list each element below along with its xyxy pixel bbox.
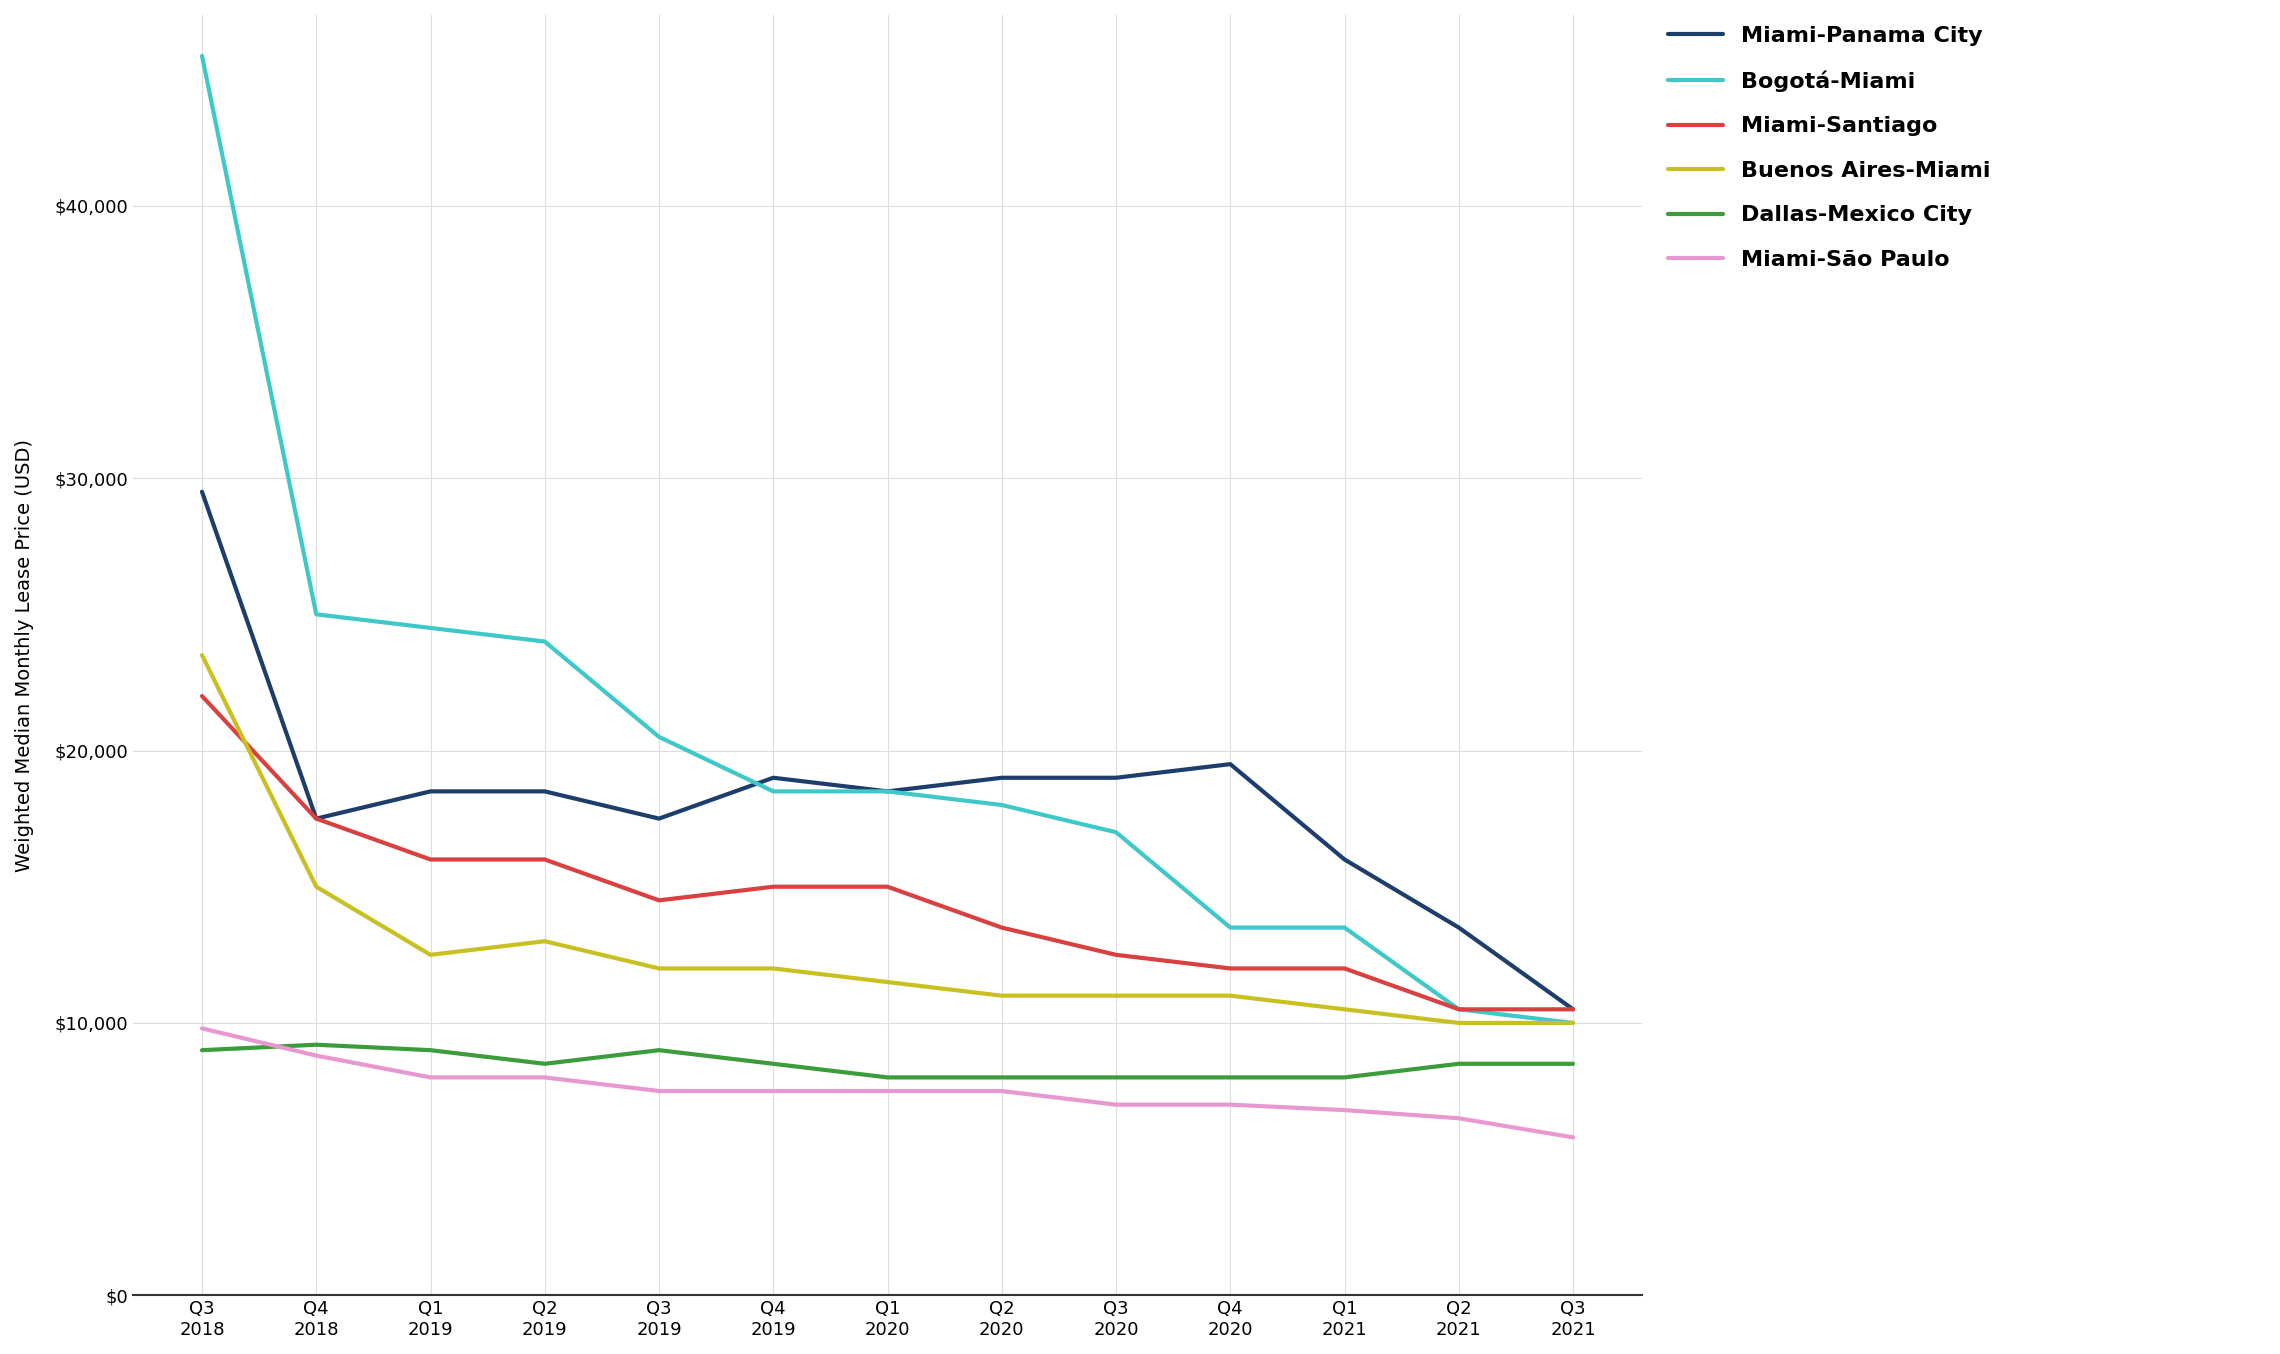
Miami-Panama City <box>1218 756 1245 772</box>
Dallas-Mexico City <box>1560 1056 1587 1072</box>
Miami-Santiago <box>1332 960 1359 976</box>
Buenos Aires-Miami <box>873 974 901 990</box>
Miami-Panama City <box>1101 769 1129 785</box>
Miami-Panama City <box>1446 919 1473 936</box>
Bogotá-Miami <box>1560 1014 1587 1030</box>
Buenos Aires-Miami <box>645 960 673 976</box>
Buenos Aires-Miami <box>987 987 1015 1003</box>
Buenos Aires-Miami <box>1218 987 1245 1003</box>
Dallas-Mexico City <box>1101 1070 1129 1086</box>
Miami-Santiago <box>1446 1001 1473 1017</box>
Bogotá-Miami <box>189 47 217 64</box>
Buenos Aires-Miami <box>759 960 787 976</box>
Buenos Aires-Miami <box>531 933 559 949</box>
Miami-Santiago <box>1560 1001 1587 1017</box>
Dallas-Mexico City <box>417 1043 445 1059</box>
Line: Miami-Panama City: Miami-Panama City <box>203 492 1573 1009</box>
Miami-São Paulo <box>531 1070 559 1086</box>
Bogotá-Miami <box>645 728 673 745</box>
Miami-Santiago <box>303 811 331 827</box>
Buenos Aires-Miami <box>417 946 445 963</box>
Miami-São Paulo <box>1332 1102 1359 1118</box>
Miami-Panama City <box>1560 1001 1587 1017</box>
Buenos Aires-Miami <box>1560 1014 1587 1030</box>
Dallas-Mexico City <box>645 1043 673 1059</box>
Miami-Santiago <box>189 688 217 704</box>
Y-axis label: Weighted Median Monthly Lease Price (USD): Weighted Median Monthly Lease Price (USD… <box>16 439 34 872</box>
Bogotá-Miami <box>873 783 901 799</box>
Bogotá-Miami <box>1446 1001 1473 1017</box>
Dallas-Mexico City <box>1218 1070 1245 1086</box>
Miami-Santiago <box>759 879 787 895</box>
Buenos Aires-Miami <box>1101 987 1129 1003</box>
Miami-Panama City <box>1332 852 1359 868</box>
Miami-São Paulo <box>189 1021 217 1037</box>
Buenos Aires-Miami <box>1446 1014 1473 1030</box>
Dallas-Mexico City <box>303 1037 331 1053</box>
Bogotá-Miami <box>417 620 445 636</box>
Miami-Santiago <box>417 852 445 868</box>
Bogotá-Miami <box>531 634 559 650</box>
Miami-Santiago <box>987 919 1015 936</box>
Dallas-Mexico City <box>189 1043 217 1059</box>
Miami-São Paulo <box>873 1083 901 1099</box>
Miami-Santiago <box>645 892 673 909</box>
Miami-Panama City <box>417 783 445 799</box>
Miami-São Paulo <box>1218 1097 1245 1113</box>
Miami-Panama City <box>759 769 787 785</box>
Miami-Panama City <box>531 783 559 799</box>
Line: Miami-São Paulo: Miami-São Paulo <box>203 1029 1573 1137</box>
Dallas-Mexico City <box>1332 1070 1359 1086</box>
Buenos Aires-Miami <box>303 879 331 895</box>
Miami-São Paulo <box>987 1083 1015 1099</box>
Miami-São Paulo <box>1101 1097 1129 1113</box>
Miami-Panama City <box>303 811 331 827</box>
Bogotá-Miami <box>987 798 1015 814</box>
Miami-Panama City <box>987 769 1015 785</box>
Miami-Santiago <box>873 879 901 895</box>
Line: Miami-Santiago: Miami-Santiago <box>203 696 1573 1009</box>
Dallas-Mexico City <box>987 1070 1015 1086</box>
Bogotá-Miami <box>303 607 331 623</box>
Dallas-Mexico City <box>759 1056 787 1072</box>
Buenos Aires-Miami <box>1332 1001 1359 1017</box>
Miami-São Paulo <box>1446 1110 1473 1127</box>
Legend: Miami-Panama City, Bogotá-Miami, Miami-Santiago, Buenos Aires-Miami, Dallas-Mexi: Miami-Panama City, Bogotá-Miami, Miami-S… <box>1667 26 1990 269</box>
Miami-Santiago <box>1101 946 1129 963</box>
Miami-São Paulo <box>417 1070 445 1086</box>
Bogotá-Miami <box>1218 919 1245 936</box>
Dallas-Mexico City <box>873 1070 901 1086</box>
Miami-Panama City <box>189 483 217 500</box>
Line: Buenos Aires-Miami: Buenos Aires-Miami <box>203 655 1573 1022</box>
Miami-São Paulo <box>303 1048 331 1064</box>
Bogotá-Miami <box>1332 919 1359 936</box>
Miami-São Paulo <box>759 1083 787 1099</box>
Buenos Aires-Miami <box>189 647 217 663</box>
Miami-Panama City <box>873 783 901 799</box>
Line: Dallas-Mexico City: Dallas-Mexico City <box>203 1045 1573 1078</box>
Dallas-Mexico City <box>531 1056 559 1072</box>
Miami-São Paulo <box>1560 1129 1587 1145</box>
Miami-Panama City <box>645 811 673 827</box>
Bogotá-Miami <box>759 783 787 799</box>
Line: Bogotá-Miami: Bogotá-Miami <box>203 56 1573 1022</box>
Miami-Santiago <box>531 852 559 868</box>
Bogotá-Miami <box>1101 825 1129 841</box>
Dallas-Mexico City <box>1446 1056 1473 1072</box>
Miami-São Paulo <box>645 1083 673 1099</box>
Miami-Santiago <box>1218 960 1245 976</box>
